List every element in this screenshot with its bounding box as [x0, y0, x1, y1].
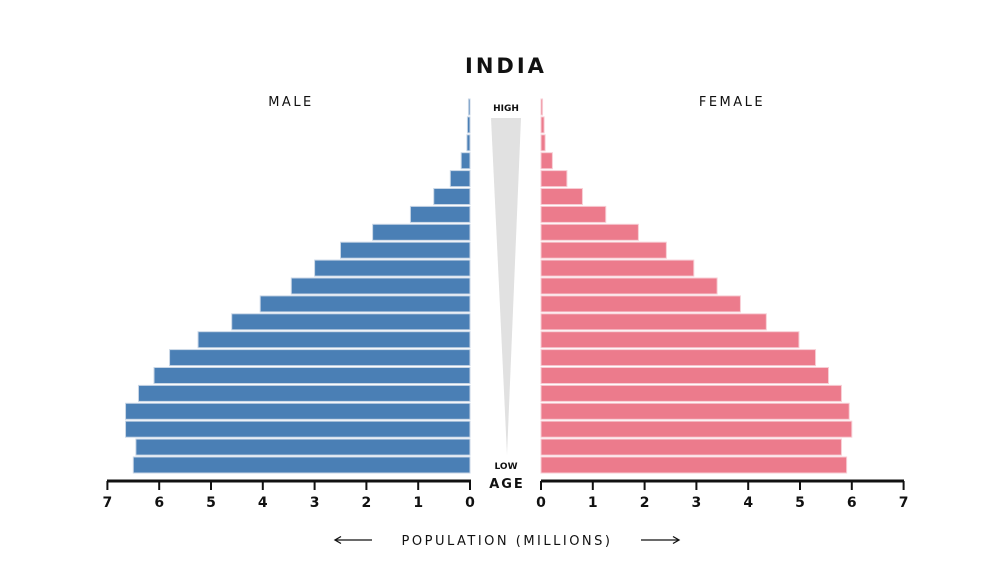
male-bar — [231, 313, 471, 331]
female-bar — [540, 384, 842, 402]
female-tick-label: 5 — [795, 495, 805, 511]
x-axis-title: POPULATION (MILLIONS) — [402, 534, 613, 549]
left-arrow-icon — [333, 535, 342, 545]
right-arrow-icon — [672, 535, 681, 545]
male-bar — [125, 420, 471, 438]
male-bars — [125, 98, 471, 474]
female-bar — [540, 277, 718, 295]
female-tick-label: 3 — [692, 495, 702, 511]
male-bar — [449, 170, 471, 188]
male-bar — [467, 98, 471, 116]
female-bar — [540, 331, 800, 349]
female-bar — [540, 259, 695, 277]
chart-title: INDIA — [465, 54, 547, 78]
female-bar — [540, 456, 848, 474]
female-bar — [540, 438, 842, 456]
male-bar — [137, 384, 471, 402]
age-direction-wedge — [491, 118, 521, 455]
x-axis-title-group: POPULATION (MILLIONS) — [333, 534, 681, 549]
female-tick-label: 1 — [588, 495, 598, 511]
female-bar — [540, 170, 568, 188]
female-label: FEMALE — [699, 95, 765, 110]
male-tick-label: 1 — [413, 495, 423, 511]
female-tick-label: 2 — [640, 495, 650, 511]
female-tick-label: 6 — [847, 495, 857, 511]
male-bar — [340, 241, 471, 259]
male-tick-label: 4 — [258, 495, 268, 511]
male-bar — [433, 188, 471, 205]
female-bar — [540, 98, 544, 116]
male-tick-label: 0 — [465, 495, 475, 511]
male-bar — [290, 277, 471, 295]
female-bar — [540, 152, 553, 170]
male-bar — [259, 295, 471, 313]
female-bar — [540, 349, 817, 367]
male-bar — [466, 116, 471, 134]
male-bar — [125, 402, 471, 420]
female-bar — [540, 402, 850, 420]
male-bar — [409, 205, 471, 223]
male-bar — [372, 223, 471, 241]
male-bar — [197, 331, 471, 349]
female-bar — [540, 205, 607, 223]
female-tick-label: 4 — [743, 495, 753, 511]
female-tick-label: 0 — [536, 495, 546, 511]
male-label: MALE — [268, 95, 314, 110]
male-tick-label: 7 — [103, 495, 113, 511]
male-tick-label: 6 — [154, 495, 164, 511]
female-bar — [540, 420, 853, 438]
male-axis-ticks: 7 6 5 4 3 2 1 0 — [103, 481, 475, 511]
male-bar — [460, 152, 471, 170]
female-bar — [540, 116, 545, 134]
female-axis-ticks: 0 1 2 3 4 5 6 7 — [536, 481, 908, 511]
male-bar — [314, 259, 471, 277]
female-bar — [540, 241, 667, 259]
age-low-label: LOW — [495, 462, 518, 472]
male-bar — [169, 349, 471, 367]
female-bars — [540, 98, 853, 474]
female-bar — [540, 134, 546, 152]
male-bar — [153, 367, 471, 384]
female-tick-label: 7 — [899, 495, 909, 511]
age-high-label: HIGH — [493, 104, 519, 114]
female-bar — [540, 367, 829, 384]
age-axis-label: AGE — [489, 477, 525, 492]
female-bar — [540, 223, 639, 241]
male-tick-label: 3 — [310, 495, 320, 511]
male-tick-label: 5 — [206, 495, 216, 511]
male-bar — [135, 438, 471, 456]
female-bar — [540, 313, 767, 331]
male-tick-label: 2 — [362, 495, 372, 511]
female-bar — [540, 295, 741, 313]
male-bar — [466, 134, 471, 152]
female-bar — [540, 188, 583, 205]
male-bar — [132, 456, 471, 474]
